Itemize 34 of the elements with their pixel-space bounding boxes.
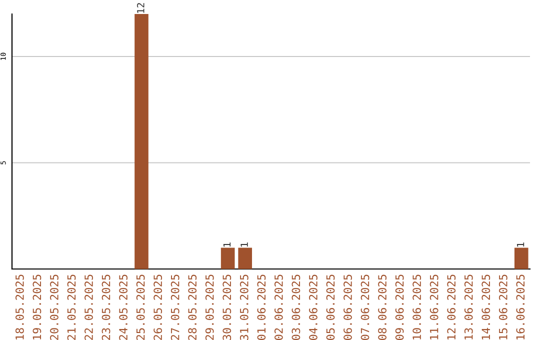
x-tick-label: 11.06.2025 — [430, 274, 438, 340]
x-tick-label: 06.06.2025 — [344, 274, 352, 340]
x-tick-label: 19.05.2025 — [32, 274, 42, 340]
data-label: 1 — [223, 242, 231, 247]
x-tick-label: 23.05.2025 — [102, 274, 110, 340]
x-tick-label: 25.05.2025 — [136, 274, 145, 340]
x-tick-label: 27.05.2025 — [170, 274, 180, 340]
x-tick-label: 18.05.2025 — [15, 274, 24, 340]
x-tick-label: 02.06.2025 — [274, 274, 283, 340]
x-tick-label: 13.06.2025 — [464, 274, 473, 340]
x-tick-label: 16.06.2025 — [516, 274, 525, 340]
x-tick-label: 20.05.2025 — [50, 274, 58, 340]
x-tick-label: 12.06.2025 — [447, 274, 456, 340]
x-tick-label: 07.06.2025 — [360, 274, 370, 340]
x-tick-label: 14.06.2025 — [482, 274, 490, 340]
data-label: 12 — [136, 3, 144, 13]
x-tick-label: 15.06.2025 — [498, 274, 508, 340]
x-tick-label: 21.05.2025 — [67, 274, 76, 340]
x-tick-label: 04.06.2025 — [309, 274, 318, 340]
data-label: 1 — [516, 242, 524, 247]
x-tick-label: 01.06.2025 — [257, 274, 266, 340]
data-label: 1 — [240, 242, 248, 247]
x-tick-label: 05.06.2025 — [326, 274, 335, 340]
x-tick-label: 22.05.2025 — [84, 274, 93, 340]
x-tick-label: 30.05.2025 — [222, 274, 232, 340]
x-tick-label: 29.05.2025 — [205, 274, 214, 340]
x-tick-label: 24.05.2025 — [119, 274, 128, 340]
x-tick-label: 03.06.2025 — [292, 274, 300, 340]
x-tick-label: 09.06.2025 — [395, 274, 404, 340]
x-tick-label: 10.06.2025 — [412, 274, 422, 340]
x-tick-label: 26.05.2025 — [154, 274, 162, 340]
x-tick-label: 08.06.2025 — [378, 274, 386, 340]
x-tick-label: 28.05.2025 — [188, 274, 197, 340]
x-tick-label: 31.05.2025 — [240, 274, 248, 340]
